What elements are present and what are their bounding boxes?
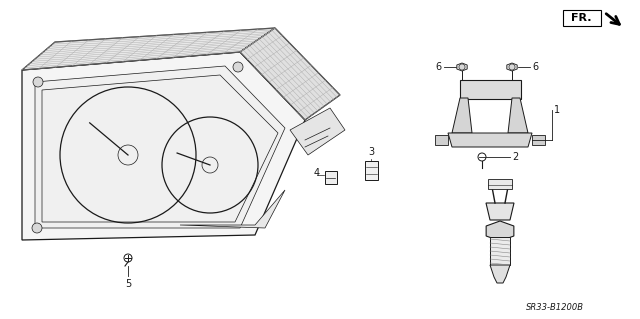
Text: SR33-B1200B: SR33-B1200B bbox=[526, 303, 584, 313]
Polygon shape bbox=[290, 108, 345, 155]
Circle shape bbox=[33, 77, 43, 87]
Text: FR.: FR. bbox=[571, 13, 591, 23]
Polygon shape bbox=[508, 98, 528, 133]
Polygon shape bbox=[448, 133, 532, 147]
Text: 6: 6 bbox=[436, 62, 442, 72]
Polygon shape bbox=[180, 190, 285, 228]
Polygon shape bbox=[457, 63, 467, 71]
FancyBboxPatch shape bbox=[324, 170, 337, 183]
Text: 2: 2 bbox=[512, 152, 518, 162]
Text: 6: 6 bbox=[532, 62, 538, 72]
Polygon shape bbox=[35, 66, 285, 228]
Text: 3: 3 bbox=[368, 147, 374, 157]
Polygon shape bbox=[22, 28, 275, 70]
Polygon shape bbox=[452, 98, 472, 133]
Circle shape bbox=[32, 223, 42, 233]
Polygon shape bbox=[507, 63, 517, 71]
Polygon shape bbox=[490, 237, 510, 265]
Text: 4: 4 bbox=[314, 168, 320, 178]
FancyBboxPatch shape bbox=[488, 179, 512, 189]
Polygon shape bbox=[486, 221, 514, 241]
FancyBboxPatch shape bbox=[563, 10, 601, 26]
Polygon shape bbox=[486, 203, 514, 220]
Circle shape bbox=[233, 62, 243, 72]
Polygon shape bbox=[532, 135, 545, 145]
Polygon shape bbox=[22, 52, 305, 240]
Polygon shape bbox=[490, 265, 510, 283]
FancyBboxPatch shape bbox=[460, 79, 520, 99]
Text: 5: 5 bbox=[125, 279, 131, 289]
Polygon shape bbox=[435, 135, 448, 145]
Polygon shape bbox=[240, 28, 340, 120]
FancyBboxPatch shape bbox=[365, 161, 378, 180]
Text: 1: 1 bbox=[554, 105, 560, 115]
